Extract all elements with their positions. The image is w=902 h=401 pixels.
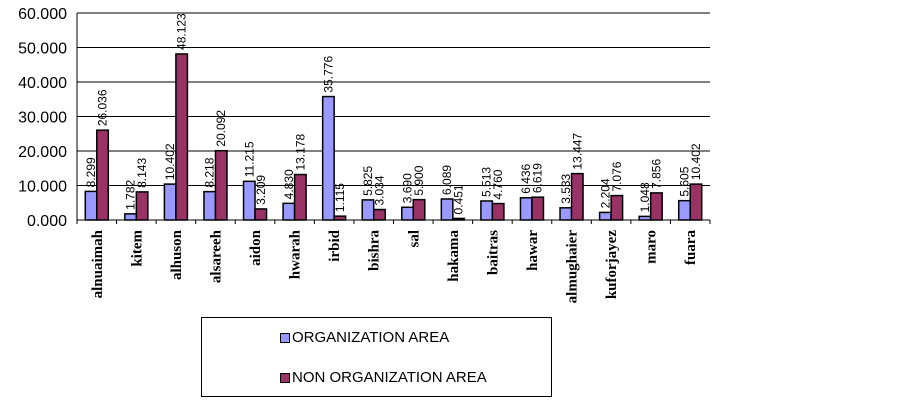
bar-organization-almughaier (559, 207, 573, 221)
bar-organization-alnuaimah (84, 190, 98, 221)
data-label: 1.782 (124, 179, 138, 209)
x-axis: alnuaimah kitem alhuson alsareeh aidon hwarah… (76, 219, 711, 304)
category-label-alhuson: alhuson (169, 229, 185, 280)
y-tick-label: 20.000 (18, 144, 67, 161)
bar-organization-hawar (519, 197, 533, 221)
category-label-kuforjayez: kuforjayez (604, 230, 620, 299)
category-label-alnuaimah: alnuaimah (90, 229, 106, 298)
legend-item-non-organization: NON ORGANIZATION AREA (280, 369, 487, 386)
data-label: 8.299 (84, 157, 98, 187)
bar-non-organization-kitem (135, 191, 149, 221)
data-label: 20.092 (214, 110, 228, 147)
category-label-bishra: bishra (367, 230, 383, 271)
bar-organization-sal (401, 206, 415, 221)
y-tick-label: 30.000 (18, 110, 67, 127)
data-label: 7.856 (649, 159, 663, 189)
data-label: 2.204 (598, 178, 612, 208)
bar-non-organization-sal (412, 198, 426, 221)
data-label: 48.123 (175, 13, 189, 50)
data-label: 1.115 (333, 183, 347, 212)
category-label-kitem: kitem (129, 230, 145, 267)
legend-item-organization: ORGANIZATION AREA (280, 329, 449, 346)
bar-non-organization-alnuaimah (96, 129, 110, 221)
bar-non-organization-fuara (689, 183, 703, 221)
data-label: 4.760 (491, 169, 505, 199)
data-label: 5.605 (677, 166, 691, 196)
legend: ORGANIZATION AREA NON ORGANIZATION AREA (201, 317, 552, 397)
category-label-baitras: baitras (485, 230, 501, 275)
bars (84, 53, 703, 221)
data-label: 11.215 (242, 141, 256, 177)
data-label: 13.447 (570, 133, 584, 170)
bar-non-organization-bishra (372, 208, 386, 221)
bar-non-organization-baitras (491, 202, 505, 221)
legend-swatch-organization (280, 332, 290, 343)
data-label: 6.089 (440, 165, 454, 195)
y-tick-label: 40.000 (18, 75, 67, 92)
y-tick-label: 10.000 (18, 179, 67, 196)
bar-organization-kuforjayez (598, 211, 612, 221)
y-tick-label: 60.000 (18, 6, 67, 23)
data-label: 1.048 (638, 182, 652, 212)
y-tick-label: 0.000 (27, 213, 67, 230)
legend-label-organization: ORGANIZATION AREA (292, 329, 450, 346)
bar-non-organization-irbid (333, 215, 347, 221)
category-label-fuara: fuara (683, 230, 699, 265)
data-label: 6.619 (531, 163, 545, 193)
data-label: 4.830 (282, 169, 296, 199)
data-label: 3.209 (254, 175, 268, 205)
data-label: 6.436 (519, 163, 533, 193)
data-label: 10.402 (163, 143, 177, 180)
category-label-hakama: hakama (446, 230, 462, 282)
bar-organization-kitem (124, 213, 138, 221)
bar-non-organization-maro (649, 192, 663, 221)
legend-label-non-organization: NON ORGANIZATION AREA (292, 369, 487, 386)
bar-non-organization-alhuson (175, 53, 189, 221)
data-label: 5.900 (412, 165, 426, 195)
data-label: 0.451 (452, 184, 466, 214)
category-label-maro: maro (644, 230, 660, 264)
data-label: 26.036 (96, 89, 110, 126)
bar-non-organization-almughaier (570, 172, 584, 221)
bar-organization-alsareeh (203, 190, 217, 221)
data-label: 7.076 (610, 161, 624, 191)
data-label: 8.218 (203, 157, 217, 187)
data-label: 3.533 (559, 173, 573, 203)
bar-organization-alhuson (163, 183, 177, 221)
data-label: 8.143 (135, 158, 149, 188)
bar-non-organization-hwarah (293, 173, 307, 221)
bar-organization-fuara (677, 199, 691, 221)
category-label-alsareeh: alsareeh (208, 229, 224, 283)
bar-organization-hwarah (282, 202, 296, 221)
bar-non-organization-alsareeh (214, 149, 228, 221)
category-label-almughaier: almughaier (565, 230, 581, 304)
data-label: 13.178 (293, 134, 307, 171)
category-label-irbid: irbid (327, 229, 343, 261)
legend-swatch-non-organization (280, 372, 290, 383)
data-label: 5.825 (361, 166, 375, 196)
data-label: 3.034 (372, 175, 386, 205)
category-label-aidon: aidon (248, 229, 264, 266)
data-label: 10.402 (689, 143, 703, 180)
y-axis: 0.000 10.000 20.000 30.000 40.000 50.000 60.00… (18, 6, 78, 230)
category-label-hawar: hawar (525, 230, 541, 271)
category-label-sal: sal (406, 230, 422, 248)
data-label: 35.776 (321, 56, 335, 93)
category-label-hwarah: hwarah (288, 229, 304, 279)
bar-organization-baitras (480, 200, 494, 221)
bar-non-organization-hawar (531, 196, 545, 221)
data-label: 3.690 (401, 173, 415, 203)
bar-organization-maro (638, 215, 652, 221)
y-tick-label: 50.000 (18, 41, 67, 58)
bar-non-organization-kuforjayez (610, 194, 624, 221)
data-label: 5.513 (480, 167, 494, 197)
bar-non-organization-aidon (254, 208, 268, 221)
